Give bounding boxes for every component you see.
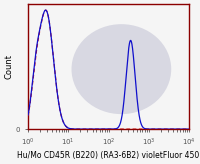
X-axis label: Hu/Mo CD45R (B220) (RA3-6B2) violetFluor 450: Hu/Mo CD45R (B220) (RA3-6B2) violetFluor… <box>17 151 200 160</box>
Y-axis label: Count: Count <box>4 54 13 79</box>
Ellipse shape <box>72 24 171 114</box>
